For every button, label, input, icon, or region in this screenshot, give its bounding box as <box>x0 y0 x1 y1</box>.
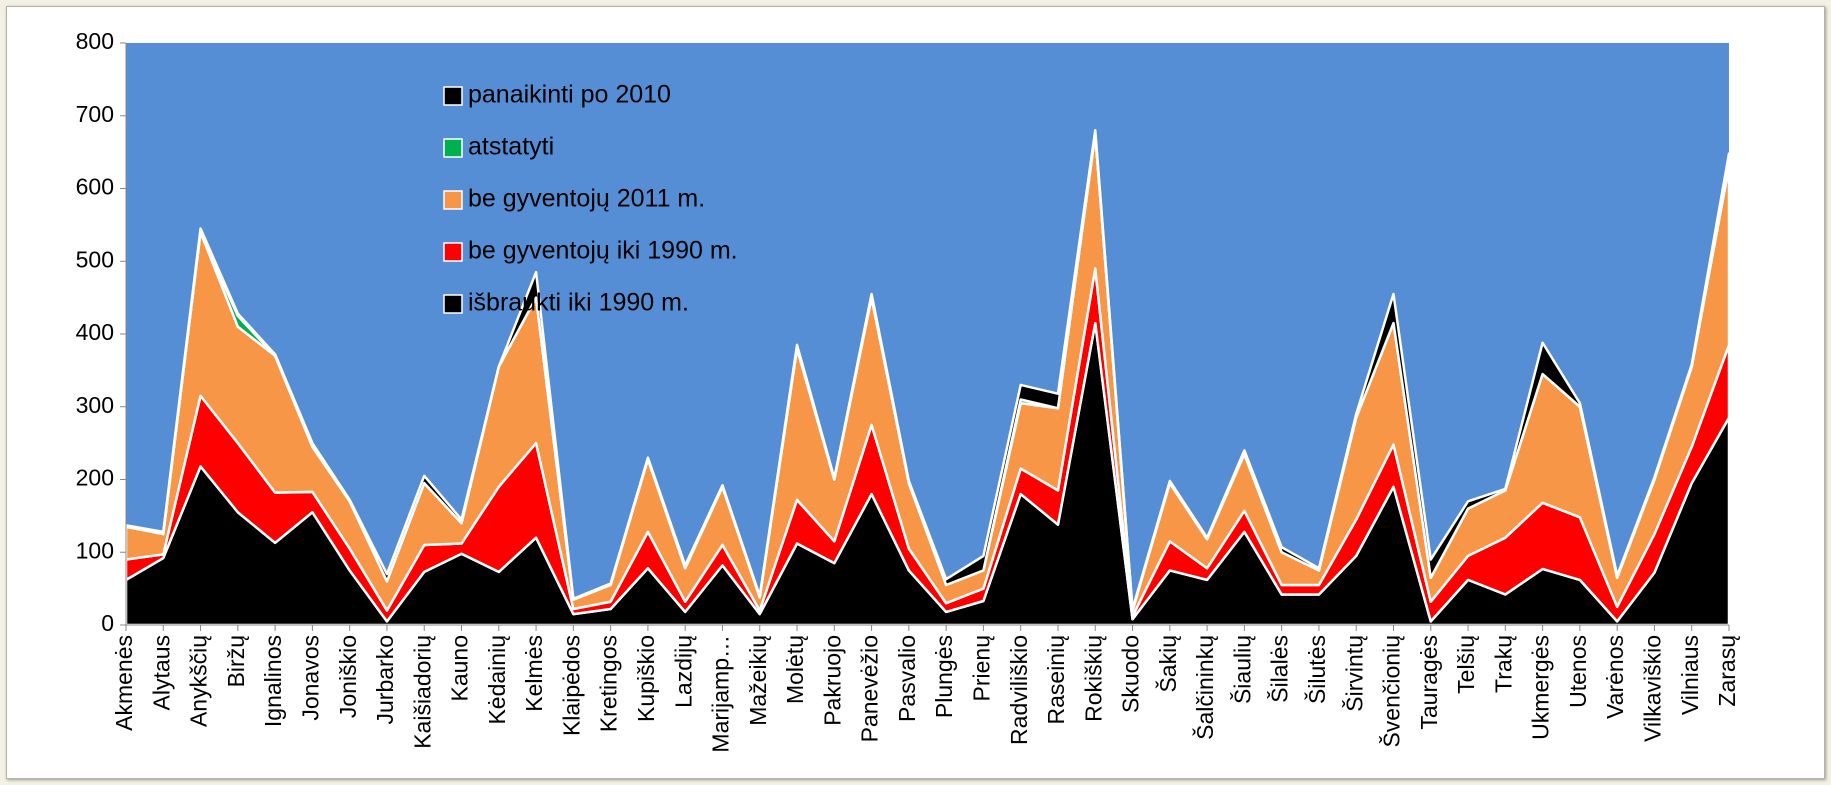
x-tick-label: Kaišiadorių <box>409 635 435 749</box>
x-tick-label: Kupiškio <box>633 635 659 722</box>
x-tick-label: Širvintų <box>1340 635 1367 712</box>
y-tick-label: 700 <box>76 101 114 127</box>
x-tick-label: Mažeikių <box>745 635 771 726</box>
x-tick-label: Kėdainių <box>484 635 510 725</box>
x-tick-label: Kelmės <box>521 635 547 712</box>
x-tick-label: Molėtų <box>782 635 808 704</box>
x-tick-label: Akmenės <box>111 635 137 731</box>
legend-swatch <box>443 190 463 210</box>
x-tick-label: Radviliškio <box>1006 635 1032 745</box>
x-tick-label: Anykščių <box>186 635 212 727</box>
legend-label: panaikinti po 2010 <box>468 81 671 109</box>
x-tick-label: Rokiškių <box>1080 635 1106 722</box>
legend-swatch <box>443 242 463 262</box>
x-tick-label: Utenos <box>1565 635 1591 708</box>
x-tick-label: Tauragės <box>1416 635 1442 730</box>
x-tick-label: Joniškio <box>335 635 361 718</box>
x-tick-label: Panevėžio <box>857 635 883 742</box>
legend-swatch <box>443 294 463 314</box>
x-tick-label: Šalčininkų <box>1191 635 1218 740</box>
x-tick-label: Lazdijų <box>670 635 696 708</box>
y-tick-label: 300 <box>76 392 114 418</box>
x-tick-label: Skuodo <box>1118 635 1144 713</box>
x-tick-label: Šilutės <box>1303 635 1330 704</box>
x-tick-label: Ukmergės <box>1528 635 1554 740</box>
legend-swatch <box>443 86 463 106</box>
y-tick-label: 500 <box>76 246 114 272</box>
x-tick-label: Klaipėdos <box>558 635 584 736</box>
x-tick-label: Kretingos <box>596 635 622 732</box>
x-tick-label: Biržų <box>223 635 249 687</box>
legend-label: be gyventojų iki 1990 m. <box>468 237 738 265</box>
x-tick-label: Pasvalio <box>894 635 920 722</box>
legend-label: be gyventojų 2011 m. <box>468 185 705 213</box>
x-tick-label: Zarasų <box>1714 635 1740 707</box>
x-tick-label: Prienų <box>968 635 994 701</box>
x-tick-label: Vilkaviškio <box>1640 635 1666 742</box>
y-tick-label: 200 <box>76 465 114 491</box>
y-tick-label: 0 <box>101 610 114 636</box>
x-tick-label: Šakių <box>1154 635 1181 693</box>
x-tick-label: Ignalinos <box>260 635 286 727</box>
y-tick-label: 100 <box>76 537 114 563</box>
x-tick-label: Raseinių <box>1043 635 1069 725</box>
x-tick-label: Šiaulių <box>1228 635 1255 704</box>
y-tick-label: 400 <box>76 319 114 345</box>
x-tick-label: Telšių <box>1453 635 1479 694</box>
x-tick-label: Varėnos <box>1602 635 1628 719</box>
x-tick-label: Marijamp… <box>708 635 734 753</box>
area <box>124 129 1731 612</box>
y-tick-label: 600 <box>76 174 114 200</box>
legend-label: išbraukti iki 1990 m. <box>468 289 689 317</box>
x-tick-label: Vilniaus <box>1677 635 1703 715</box>
y-tick-label: 800 <box>76 28 114 54</box>
x-tick-label: Jonavos <box>297 635 323 721</box>
x-tick-label: Šilalės <box>1266 635 1293 703</box>
legend-label: atstatyti <box>468 133 554 161</box>
x-tick-label: Plungės <box>931 635 957 718</box>
x-tick-label: Kauno <box>447 635 473 702</box>
x-tick-label: Pakruojo <box>819 635 845 726</box>
x-tick-label: Švenčionių <box>1378 635 1405 748</box>
x-tick-label: Jurbarko <box>372 635 398 724</box>
legend-swatch <box>443 138 463 158</box>
x-tick-label: Alytaus <box>148 635 174 710</box>
x-tick-label: Trakų <box>1490 635 1516 693</box>
